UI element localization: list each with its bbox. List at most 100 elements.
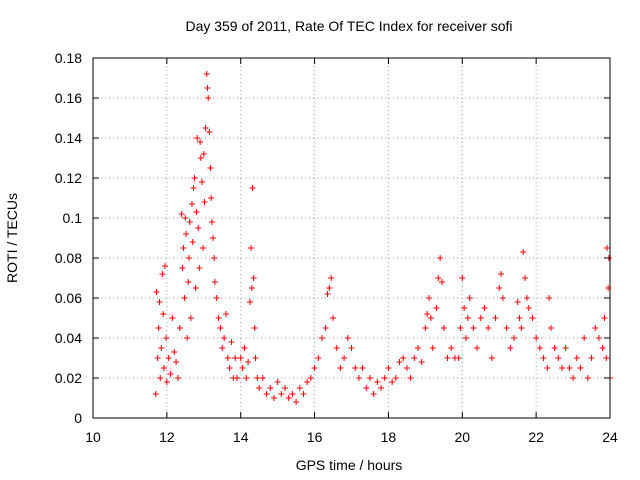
data-point bbox=[440, 325, 447, 331]
x-tick-label: 10 bbox=[85, 429, 101, 445]
data-point bbox=[455, 355, 462, 361]
data-point bbox=[237, 355, 244, 361]
data-point bbox=[407, 375, 414, 381]
data-point bbox=[198, 179, 205, 185]
data-point bbox=[333, 345, 340, 351]
data-point bbox=[193, 209, 200, 215]
data-point bbox=[315, 355, 322, 361]
data-point bbox=[245, 359, 252, 365]
plot-frame bbox=[92, 57, 611, 419]
data-point bbox=[533, 335, 540, 341]
data-point bbox=[477, 315, 484, 321]
data-point bbox=[278, 391, 285, 397]
data-point bbox=[184, 335, 191, 341]
data-point bbox=[250, 275, 257, 281]
data-point bbox=[322, 325, 329, 331]
x-tick-label: 16 bbox=[307, 429, 323, 445]
data-point bbox=[189, 239, 196, 245]
data-point bbox=[289, 391, 296, 397]
data-point bbox=[234, 375, 241, 381]
data-point bbox=[577, 365, 584, 371]
data-point bbox=[207, 165, 214, 171]
data-point bbox=[603, 355, 610, 361]
data-point bbox=[154, 355, 161, 361]
data-point bbox=[324, 291, 331, 297]
data-point bbox=[221, 335, 228, 341]
data-point bbox=[169, 315, 176, 321]
data-point bbox=[381, 375, 388, 381]
data-point bbox=[366, 375, 373, 381]
data-point bbox=[239, 365, 246, 371]
data-point bbox=[192, 285, 199, 291]
data-point bbox=[180, 245, 187, 251]
x-tick-label: 12 bbox=[159, 429, 175, 445]
data-point bbox=[162, 263, 169, 269]
data-point bbox=[562, 345, 569, 351]
data-point bbox=[470, 325, 477, 331]
data-point bbox=[328, 275, 335, 281]
data-point bbox=[424, 311, 431, 317]
data-point bbox=[411, 355, 418, 361]
data-point bbox=[464, 315, 471, 321]
data-point bbox=[558, 365, 565, 371]
data-point bbox=[516, 315, 523, 321]
data-point bbox=[438, 279, 445, 285]
data-point bbox=[203, 71, 210, 77]
data-point bbox=[400, 355, 407, 361]
data-point bbox=[157, 375, 164, 381]
data-point bbox=[211, 255, 218, 261]
data-point bbox=[153, 289, 160, 295]
y-tick-label: 0.04 bbox=[55, 330, 82, 346]
data-point bbox=[546, 295, 553, 301]
data-point bbox=[252, 355, 259, 361]
data-point bbox=[259, 375, 266, 381]
data-point bbox=[160, 311, 167, 317]
data-point bbox=[435, 275, 442, 281]
data-point bbox=[226, 365, 233, 371]
data-point bbox=[525, 305, 532, 311]
data-point bbox=[195, 225, 202, 231]
data-point bbox=[403, 365, 410, 371]
data-point bbox=[474, 345, 481, 351]
data-point bbox=[205, 95, 212, 101]
data-point bbox=[429, 345, 436, 351]
data-point bbox=[165, 355, 172, 361]
data-point bbox=[551, 345, 558, 351]
data-point bbox=[285, 395, 292, 401]
chart-title: Day 359 of 2011, Rate Of TEC Index for r… bbox=[185, 18, 512, 34]
data-point bbox=[181, 295, 188, 301]
data-point bbox=[348, 345, 355, 351]
x-tick-label: 14 bbox=[233, 429, 249, 445]
y-tick-label: 0.12 bbox=[55, 170, 82, 186]
data-point bbox=[555, 355, 562, 361]
data-point bbox=[426, 295, 433, 301]
data-point bbox=[536, 345, 543, 351]
data-point bbox=[254, 375, 261, 381]
data-point bbox=[437, 255, 444, 261]
data-point bbox=[158, 345, 165, 351]
data-point bbox=[163, 335, 170, 341]
y-tick-label: 0.08 bbox=[55, 250, 82, 266]
data-point bbox=[186, 219, 193, 225]
data-point bbox=[213, 295, 220, 301]
data-point bbox=[163, 379, 170, 385]
data-point bbox=[185, 279, 192, 285]
data-point bbox=[363, 385, 370, 391]
data-point bbox=[246, 299, 253, 305]
data-point bbox=[510, 335, 517, 341]
data-point bbox=[183, 231, 190, 237]
data-point bbox=[210, 235, 217, 241]
data-point bbox=[518, 325, 525, 331]
data-point bbox=[466, 295, 473, 301]
data-point bbox=[187, 315, 194, 321]
x-tick-label: 20 bbox=[454, 429, 470, 445]
data-point bbox=[498, 271, 505, 277]
y-tick-label: 0.18 bbox=[55, 50, 82, 66]
y-tick-label: 0.02 bbox=[55, 370, 82, 386]
data-point bbox=[243, 375, 250, 381]
data-point bbox=[211, 279, 218, 285]
data-point bbox=[191, 175, 198, 181]
data-point bbox=[355, 375, 362, 381]
data-point bbox=[352, 365, 359, 371]
